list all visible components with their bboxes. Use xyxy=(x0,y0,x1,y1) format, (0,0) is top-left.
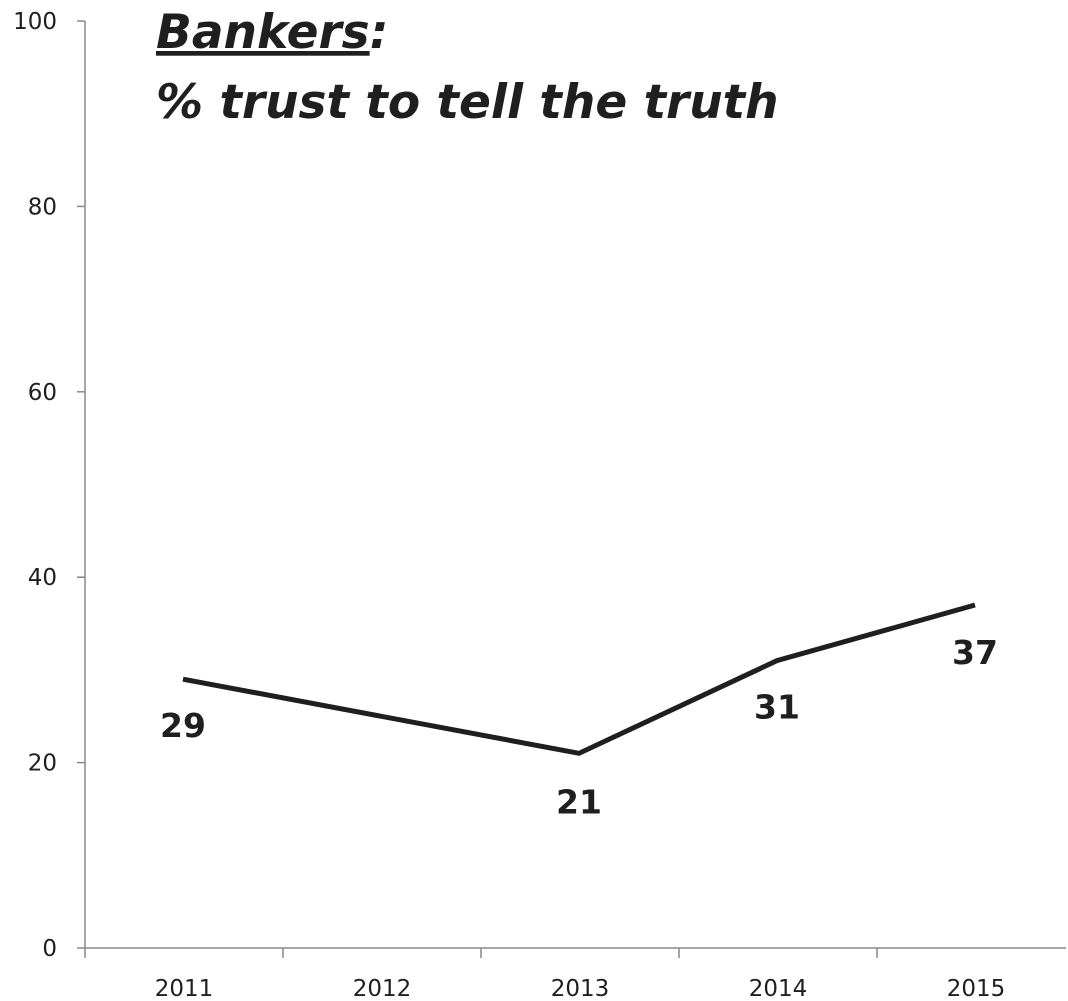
x-tick-label: 2011 xyxy=(155,976,214,1001)
x-tick-label: 2013 xyxy=(551,976,610,1001)
chart-title-main: Bankers xyxy=(156,5,370,60)
chart-title-line1: Bankers: xyxy=(156,5,388,60)
y-tick-label: 100 xyxy=(13,9,57,35)
x-tick-label: 2015 xyxy=(947,976,1006,1001)
data-labels: 29 21 31 37 xyxy=(160,633,998,821)
chart-subtitle: % trust to tell the truth xyxy=(156,75,779,130)
data-label: 31 xyxy=(754,688,800,727)
y-tick-label: 80 xyxy=(28,194,57,220)
series-group xyxy=(182,602,976,756)
x-axis: 2011 2012 2013 2014 2015 xyxy=(84,947,1066,1001)
y-axis: 0 20 40 60 80 100 xyxy=(13,9,86,962)
y-tick-label: 0 xyxy=(42,936,57,962)
y-tick-label: 40 xyxy=(28,565,57,591)
series-line xyxy=(182,602,976,756)
chart-title: Bankers: % trust to tell the truth xyxy=(156,5,779,130)
y-tick-label: 60 xyxy=(28,380,57,406)
chart-title-colon: : xyxy=(370,5,389,60)
x-tick-label: 2012 xyxy=(353,976,412,1001)
data-label: 21 xyxy=(556,782,602,821)
data-label: 29 xyxy=(160,706,206,745)
data-label: 37 xyxy=(952,633,998,672)
y-tick-label: 20 xyxy=(28,751,57,777)
x-tick-label: 2014 xyxy=(749,976,808,1001)
